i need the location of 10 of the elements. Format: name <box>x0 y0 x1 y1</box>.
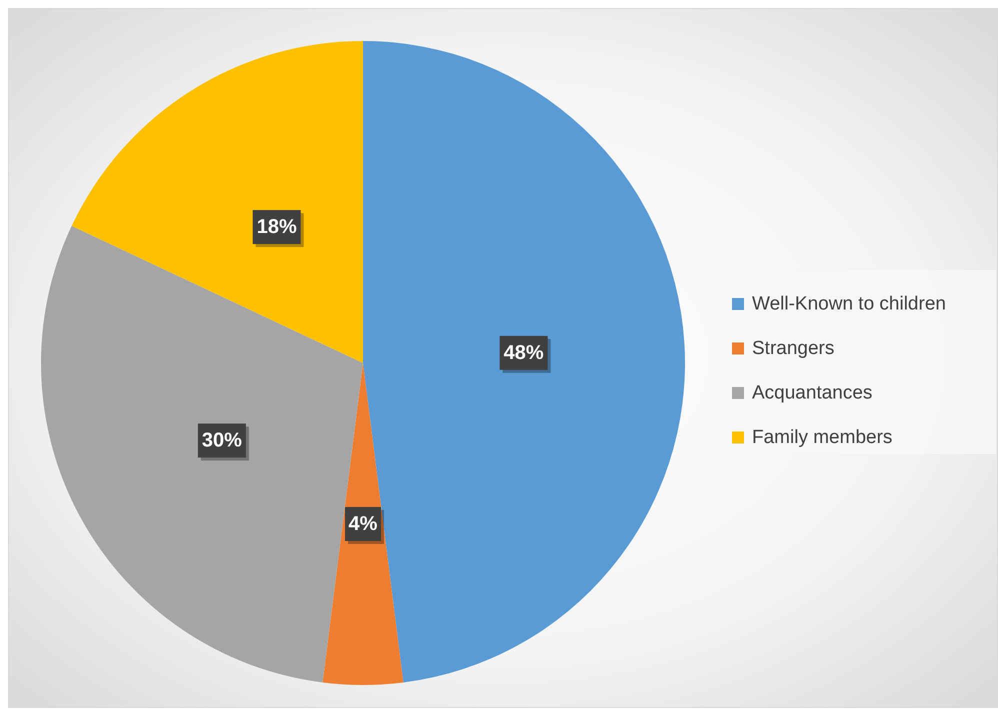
legend-label: Acquantances <box>752 382 872 404</box>
data-label: 48% <box>504 342 544 364</box>
pie-slice <box>322 363 404 685</box>
pie-slice <box>72 41 363 363</box>
data-label: 18% <box>256 216 297 238</box>
legend-label: Well-Known to children <box>752 294 946 314</box>
data-label: 30% <box>202 430 242 452</box>
legend-label: Family members <box>752 427 892 448</box>
legend-label: Strangers <box>752 338 834 359</box>
data-label: 4% <box>348 513 378 535</box>
